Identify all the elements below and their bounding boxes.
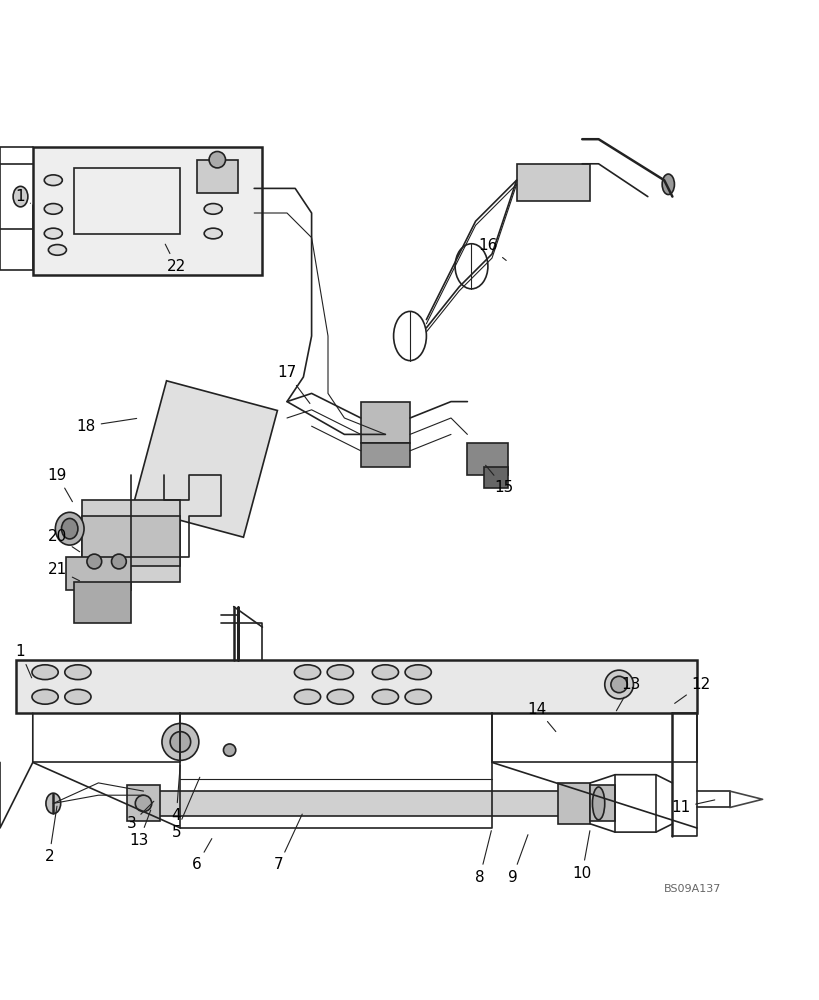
Text: 9: 9	[507, 835, 527, 885]
Ellipse shape	[604, 670, 633, 699]
Bar	[516, 164, 590, 201]
Text: 8: 8	[474, 831, 491, 885]
Text: 13: 13	[129, 810, 151, 848]
Ellipse shape	[65, 665, 91, 680]
Text: 10: 10	[572, 831, 591, 881]
Bar	[133, 381, 277, 537]
Bar	[66, 557, 131, 590]
Ellipse shape	[32, 665, 58, 680]
Ellipse shape	[223, 744, 236, 756]
Ellipse shape	[46, 793, 61, 814]
Text: 4: 4	[171, 765, 181, 823]
Ellipse shape	[204, 175, 222, 186]
Bar	[82, 500, 180, 582]
Bar	[197, 160, 238, 193]
Ellipse shape	[204, 228, 222, 239]
Bar	[74, 582, 131, 623]
Bar	[360, 443, 410, 467]
Ellipse shape	[44, 175, 62, 186]
Ellipse shape	[65, 689, 91, 704]
Ellipse shape	[294, 689, 320, 704]
Text: 20: 20	[48, 529, 79, 552]
Text: 19: 19	[48, 468, 72, 502]
Ellipse shape	[294, 665, 320, 680]
Bar	[360, 402, 410, 443]
Ellipse shape	[162, 723, 198, 760]
Ellipse shape	[209, 151, 225, 168]
Ellipse shape	[327, 665, 353, 680]
Text: 1: 1	[16, 189, 30, 204]
Text: 7: 7	[274, 814, 302, 872]
Text: BS09A137: BS09A137	[663, 884, 721, 894]
Ellipse shape	[327, 689, 353, 704]
Ellipse shape	[48, 245, 66, 255]
Text: 14: 14	[527, 702, 555, 732]
Text: 17: 17	[277, 365, 310, 403]
Ellipse shape	[204, 204, 222, 214]
Bar	[33, 147, 262, 275]
Bar	[557, 783, 590, 824]
Bar	[127, 785, 160, 821]
Bar	[590, 785, 614, 821]
Text: 5: 5	[171, 777, 200, 840]
Text: 16: 16	[477, 238, 505, 260]
Ellipse shape	[405, 665, 431, 680]
Text: 22: 22	[165, 244, 186, 274]
Bar	[483, 467, 508, 488]
Bar	[82, 516, 180, 566]
Bar	[16, 660, 696, 713]
Ellipse shape	[55, 512, 84, 545]
Text: 2: 2	[44, 806, 57, 864]
Ellipse shape	[32, 689, 58, 704]
Ellipse shape	[372, 665, 398, 680]
Text: 3: 3	[126, 801, 154, 831]
Ellipse shape	[591, 787, 604, 820]
Text: 1: 1	[16, 644, 32, 678]
Text: 6: 6	[192, 839, 211, 872]
Ellipse shape	[405, 689, 431, 704]
Bar	[74, 168, 180, 233]
Text: 11: 11	[670, 800, 714, 815]
Ellipse shape	[111, 554, 126, 569]
Text: 18: 18	[76, 418, 137, 434]
Text: 12: 12	[674, 677, 710, 703]
Ellipse shape	[170, 732, 190, 752]
Text: 21: 21	[48, 562, 79, 581]
Text: 13: 13	[616, 677, 640, 711]
Ellipse shape	[662, 174, 673, 195]
Ellipse shape	[44, 228, 62, 239]
Text: 15: 15	[485, 465, 514, 495]
Bar	[147, 791, 573, 816]
Ellipse shape	[372, 689, 398, 704]
Ellipse shape	[87, 554, 102, 569]
Ellipse shape	[61, 518, 78, 539]
Ellipse shape	[135, 795, 152, 812]
Ellipse shape	[13, 186, 28, 207]
Ellipse shape	[44, 204, 62, 214]
Bar	[467, 443, 508, 475]
Ellipse shape	[610, 676, 627, 693]
